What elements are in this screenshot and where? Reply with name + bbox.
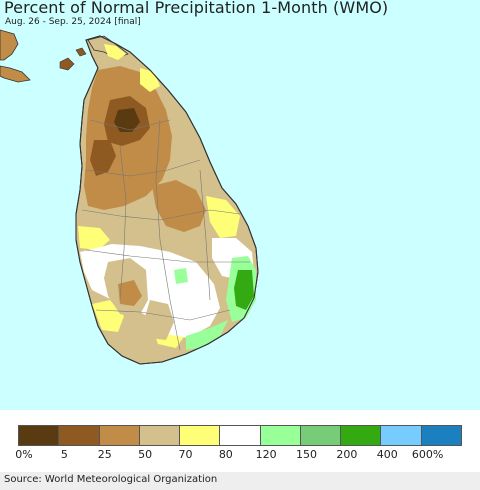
legend-swatch (99, 426, 140, 445)
legend-swatch (139, 426, 181, 445)
jaffna-islands (59, 47, 87, 71)
region-green-east (234, 270, 254, 310)
legend-tick-label: 200 (336, 448, 358, 461)
legend-swatch (300, 426, 342, 445)
legend-swatch (19, 426, 60, 445)
region-lightgreen-southeast (186, 320, 228, 350)
region-yellow-east (206, 196, 240, 238)
legend-tick-label: 50 (138, 448, 153, 461)
sri-lanka-map (0, 29, 259, 365)
district-boundaries (81, 119, 250, 351)
legend-tick-label: 0% (15, 448, 33, 461)
legend-color-bar (18, 425, 462, 446)
region-darkbrown-west (90, 140, 116, 176)
footer: Source: World Meteorological Organizatio… (0, 472, 480, 490)
legend-tick-label: 80 (218, 448, 233, 461)
page-title: Percent of Normal Precipitation 1-Month … (4, 0, 389, 17)
legend-swatch (381, 426, 422, 445)
region-yellow-north (140, 68, 160, 92)
region-yellow-west (78, 226, 110, 250)
region-brown-south (118, 280, 142, 306)
region-darkest-core (114, 108, 140, 132)
legend-swatch (260, 426, 301, 445)
legend-tick-label: 150 (296, 448, 318, 461)
legend-tick-label: 600% (411, 448, 444, 461)
source-credit: Source: World Meteorological Organizatio… (4, 474, 218, 485)
legend-swatch (220, 426, 261, 445)
region-tan-southeast (144, 300, 174, 340)
legend-swatch (59, 426, 100, 445)
north-yellow (104, 44, 126, 60)
india-coast-lower (0, 65, 31, 83)
legend-tick-label: 70 (178, 448, 193, 461)
legend-tick-label: 400 (376, 448, 398, 461)
legend-tick-label: 25 (97, 448, 112, 461)
legend-swatch (180, 426, 221, 445)
legend-swatch (421, 426, 461, 445)
legend-tick-label: 5 (60, 448, 68, 461)
date-range-subtitle: Aug. 26 - Sep. 25, 2024 [final] (5, 17, 141, 27)
legend-swatch (341, 426, 382, 445)
region-lightgreen-inland (174, 268, 188, 284)
india-coast (0, 29, 19, 61)
legend-labels: 0% 5 25 50 70 80 120 150 200 400 600% (0, 448, 480, 464)
legend-tick-label: 120 (255, 448, 277, 461)
map-area: Percent of Normal Precipitation 1-Month … (0, 0, 480, 410)
island-outline (75, 35, 259, 365)
